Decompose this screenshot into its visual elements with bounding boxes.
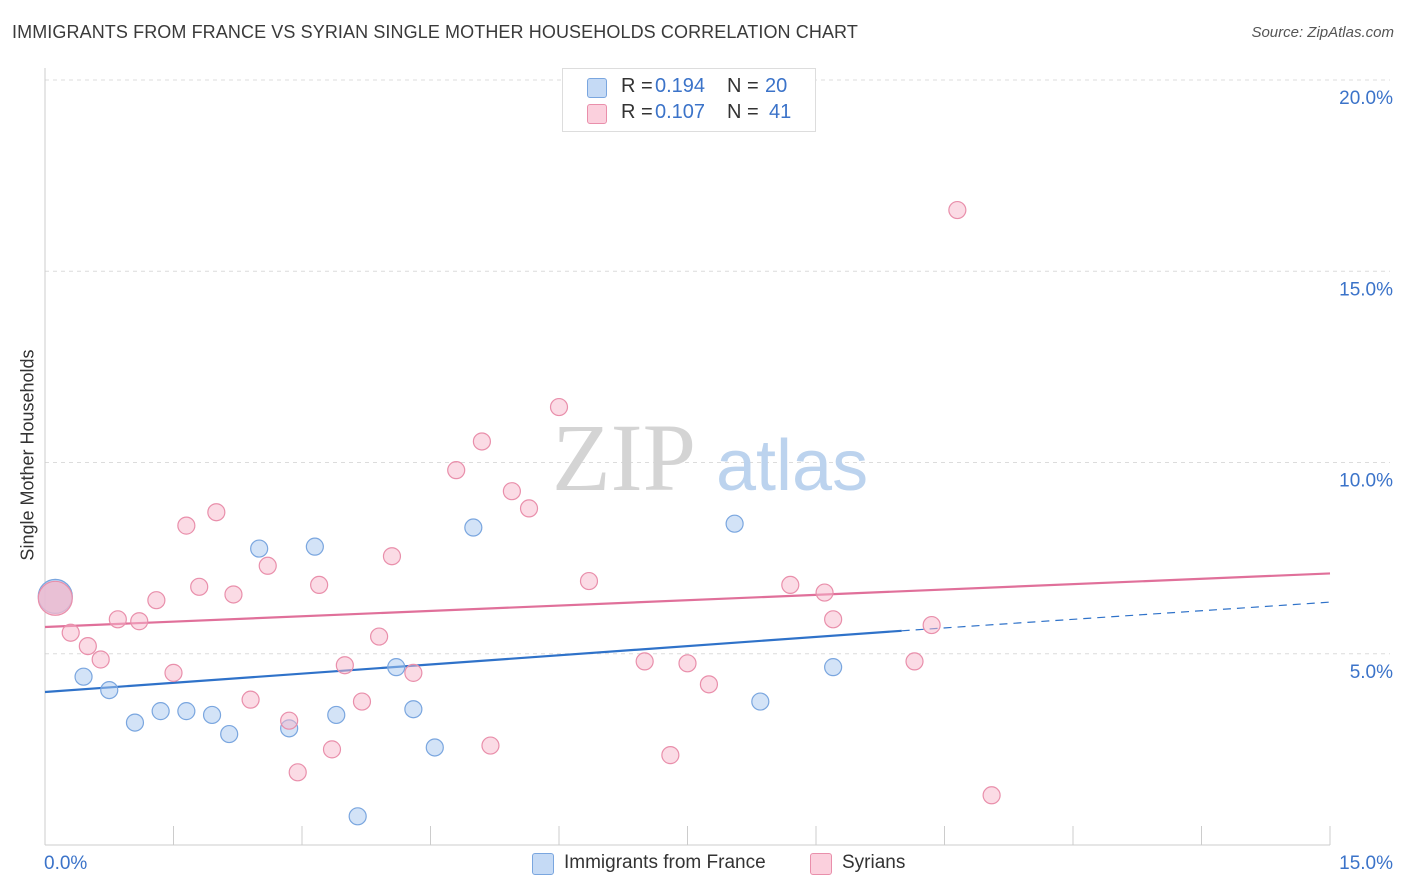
- point-syrians: [370, 627, 389, 646]
- point-france: [177, 702, 196, 721]
- point-syrians: [579, 571, 599, 591]
- point-france: [151, 702, 170, 721]
- point-france: [824, 658, 843, 677]
- point-syrians: [382, 547, 402, 566]
- legend-r-value: 0.194: [655, 75, 706, 97]
- point-syrians: [190, 577, 209, 596]
- point-syrians: [635, 652, 654, 671]
- tick-labels: 5.0% 10.0% 15.0% 20.0% 0.0% 15.0%: [44, 88, 1393, 874]
- trend-lines: [44, 572, 1331, 694]
- point-syrians: [164, 663, 183, 682]
- point-france: [348, 807, 367, 826]
- legend-r-value: 0.107: [655, 101, 706, 123]
- trend-line-syrians: [44, 572, 1331, 629]
- legend-swatch-syrians: [587, 104, 607, 124]
- point-syrians: [310, 575, 329, 595]
- point-france: [327, 705, 346, 725]
- y-tick-label: 20.0%: [1339, 88, 1393, 109]
- point-syrians: [824, 610, 843, 629]
- point-syrians: [177, 516, 196, 535]
- point-syrians: [982, 786, 1001, 805]
- legend-swatch-france: [587, 78, 607, 98]
- point-syrians: [207, 503, 226, 522]
- y-tick-label: 5.0%: [1350, 662, 1393, 683]
- point-france: [100, 680, 119, 700]
- point-syrians: [481, 736, 500, 755]
- point-syrians: [91, 650, 110, 669]
- point-syrians: [147, 591, 166, 610]
- point-syrians: [905, 652, 924, 671]
- point-syrians: [447, 461, 466, 480]
- point-syrians: [61, 623, 80, 642]
- point-syrians: [948, 200, 967, 220]
- trend-line-france-extension: [901, 601, 1331, 632]
- point-syrians: [108, 610, 127, 629]
- point-syrians: [37, 580, 73, 616]
- point-syrians: [241, 690, 260, 709]
- legend-n-value: 20: [765, 75, 788, 97]
- bottom-legend-swatch-syrians: [810, 853, 832, 875]
- point-syrians: [549, 397, 569, 417]
- bottom-legend-swatch-france: [532, 853, 554, 875]
- watermark-atlas: atlas: [716, 426, 868, 506]
- point-syrians: [661, 746, 680, 765]
- point-syrians: [781, 575, 800, 595]
- point-france: [404, 700, 423, 719]
- point-syrians: [258, 556, 277, 575]
- point-syrians: [322, 740, 342, 759]
- source-label: Source: ZipAtlas.com: [1251, 24, 1394, 41]
- point-syrians: [502, 482, 521, 501]
- point-syrians: [130, 612, 149, 631]
- bottom-legend-label-syrians: Syrians: [842, 852, 906, 873]
- grid-lines: [45, 79, 1390, 655]
- chart-title: IMMIGRANTS FROM FRANCE VS SYRIAN SINGLE …: [12, 22, 858, 42]
- point-syrians: [519, 499, 539, 518]
- bottom-legend-label-france: Immigrants from France: [564, 852, 766, 873]
- point-france: [250, 539, 269, 558]
- trend-line-france: [44, 629, 902, 694]
- point-france: [305, 537, 324, 556]
- point-syrians: [678, 654, 697, 673]
- axes: [44, 68, 1331, 846]
- point-france: [125, 713, 145, 732]
- point-syrians: [404, 663, 423, 682]
- legend-r-label: R =: [621, 75, 653, 97]
- legend-n-value: 41: [769, 101, 792, 123]
- y-tick-label: 10.0%: [1339, 471, 1393, 492]
- point-france: [725, 514, 744, 533]
- point-france: [74, 667, 93, 686]
- legend-n-label: N =: [727, 101, 759, 123]
- point-syrians: [224, 585, 243, 604]
- point-france: [220, 724, 239, 744]
- point-syrians: [78, 636, 97, 656]
- legend-n-label: N =: [727, 75, 759, 97]
- point-france: [751, 692, 770, 711]
- point-syrians: [335, 656, 354, 675]
- point-syrians: [280, 711, 299, 730]
- point-syrians: [922, 615, 941, 635]
- point-france: [425, 738, 444, 757]
- correlation-legend: R = 0.194 N = 20 R = 0.107 N = 41: [562, 68, 816, 132]
- data-points: [37, 200, 1001, 826]
- point-syrians: [815, 583, 834, 602]
- point-france: [387, 658, 406, 677]
- watermark-zip: ZIP: [552, 404, 696, 511]
- point-france: [464, 518, 483, 537]
- watermark: ZIP atlas: [552, 404, 868, 511]
- point-syrians: [472, 432, 491, 451]
- y-tick-label: 15.0%: [1339, 279, 1393, 300]
- point-syrians: [288, 763, 307, 782]
- legend-r-label: R =: [621, 101, 653, 123]
- point-syrians: [352, 692, 372, 711]
- point-syrians: [699, 675, 719, 694]
- x-tick-label: 0.0%: [44, 853, 87, 874]
- x-tick-label: 15.0%: [1339, 853, 1393, 874]
- point-france: [202, 705, 222, 725]
